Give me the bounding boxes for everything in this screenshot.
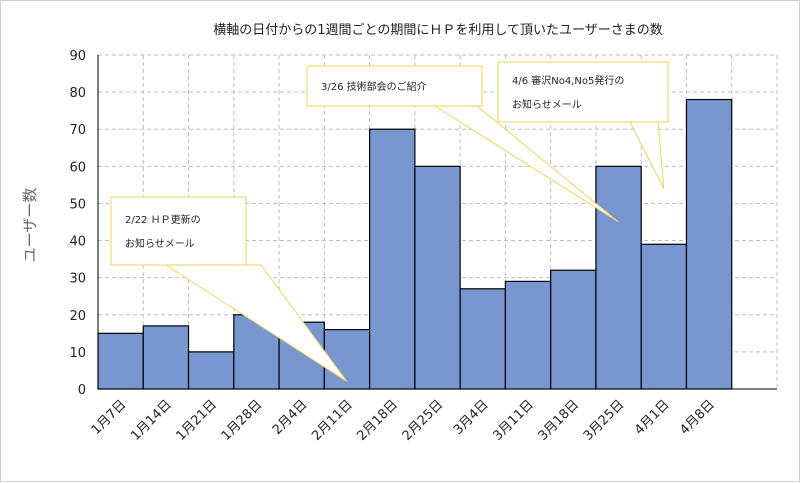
y-tick-label: 90 xyxy=(69,49,86,64)
x-tick-label: 1月14日 xyxy=(128,397,175,444)
bar-2月11日 xyxy=(323,329,371,390)
bar-2月18日 xyxy=(369,128,416,390)
x-tick-label: 2月11日 xyxy=(309,397,356,444)
callout-text: お知らせメール xyxy=(125,237,195,250)
y-tick-label: 70 xyxy=(69,123,86,138)
bar-3月18日 xyxy=(550,269,597,390)
y-tick-label: 40 xyxy=(69,235,86,250)
bar-4月8日 xyxy=(685,98,733,390)
bar-3月4日 xyxy=(459,288,506,390)
callout-text: 3/26 技術部会のご紹介 xyxy=(321,80,427,93)
y-tick-label: 20 xyxy=(69,309,86,324)
x-tick-label: 1月7日 xyxy=(89,397,130,438)
bar-4月1日 xyxy=(640,243,688,390)
x-tick-label: 2月4日 xyxy=(270,397,311,438)
bar-2月25日 xyxy=(414,165,461,390)
x-tick-label: 2月25日 xyxy=(400,397,447,444)
y-tick-label: 0 xyxy=(78,383,86,398)
callout-pointer xyxy=(433,105,619,223)
callout-text: 2/22 ＨＰ更新の xyxy=(125,213,201,226)
y-tick-labels: 0 10 20 30 40 50 60 70 80 90 xyxy=(69,49,86,398)
x-tick-label: 3月25日 xyxy=(581,397,628,444)
y-tick-label: 80 xyxy=(69,86,86,101)
y-tick-label: 60 xyxy=(69,160,86,175)
bar-1月14日 xyxy=(142,325,190,390)
y-tick-label: 30 xyxy=(69,272,86,287)
y-axis-label: ユーザー数 xyxy=(21,188,39,263)
chart-title: 横軸の日付からの1週間ごとの期間にＨＰを利用して頂いたユーザーさまの数 xyxy=(213,22,663,38)
x-tick-label: 1月28日 xyxy=(219,397,266,444)
x-tick-label: 3月11日 xyxy=(490,397,537,444)
bar-3月11日 xyxy=(504,280,552,390)
bar-1月21日 xyxy=(187,351,235,390)
bar-3月25日 xyxy=(595,165,642,390)
callout-box xyxy=(110,196,247,266)
callout-box xyxy=(497,61,669,123)
x-tick-label: 3月4日 xyxy=(451,397,492,438)
x-tick-label: 2月18日 xyxy=(355,397,402,444)
y-tick-label: 50 xyxy=(69,197,86,212)
axes xyxy=(97,55,777,390)
x-tick-label: 3月18日 xyxy=(536,397,583,444)
callout: 3/26 技術部会のご紹介 xyxy=(306,65,619,223)
callout-text: お知らせメール xyxy=(512,98,582,111)
bar-1月7日 xyxy=(97,332,144,390)
x-tick-label: 1月21日 xyxy=(173,397,220,444)
x-tick-label: 4月8日 xyxy=(677,397,718,438)
callout-box xyxy=(306,65,483,107)
y-tick-label: 10 xyxy=(69,346,86,361)
callout-text: 4/6 審沢No4,No5発行の xyxy=(512,74,624,87)
x-tick-label: 4月1日 xyxy=(632,397,673,438)
